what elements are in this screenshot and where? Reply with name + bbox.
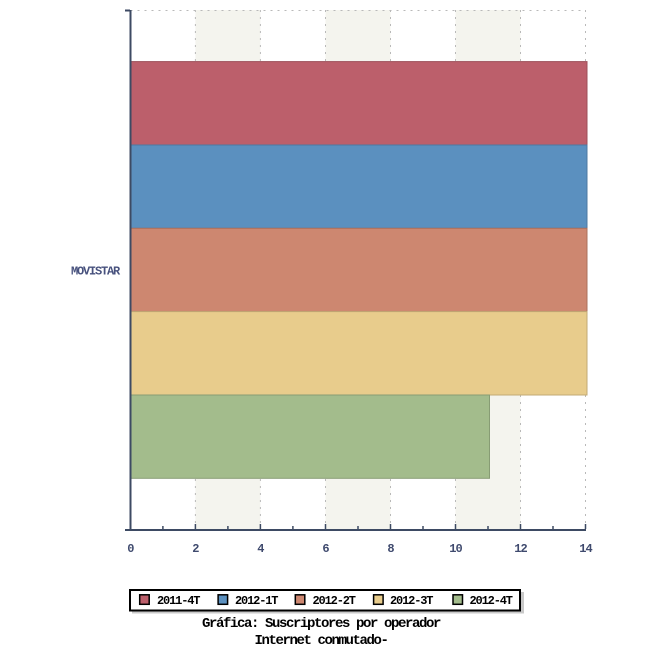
svg-text:2012-1T: 2012-1T — [235, 594, 278, 608]
svg-text:0: 0 — [127, 542, 134, 556]
svg-text:6: 6 — [322, 542, 329, 556]
svg-text:Internet conmutado-: Internet conmutado- — [254, 633, 387, 649]
svg-text:10: 10 — [449, 542, 462, 556]
svg-text:2012-3T: 2012-3T — [390, 594, 433, 608]
svg-text:MOVISTAR: MOVISTAR — [71, 265, 121, 279]
svg-text:4: 4 — [257, 542, 264, 556]
svg-text:12: 12 — [514, 542, 527, 556]
svg-text:2012-4T: 2012-4T — [470, 594, 513, 608]
svg-text:8: 8 — [387, 542, 394, 556]
svg-text:14: 14 — [579, 542, 592, 556]
svg-text:2012-2T: 2012-2T — [313, 594, 356, 608]
svg-text:2: 2 — [192, 542, 199, 556]
svg-text:Gráfica: Suscriptores por oper: Gráfica: Suscriptores por operador — [202, 616, 441, 632]
svg-text:2011-4T: 2011-4T — [157, 594, 200, 608]
